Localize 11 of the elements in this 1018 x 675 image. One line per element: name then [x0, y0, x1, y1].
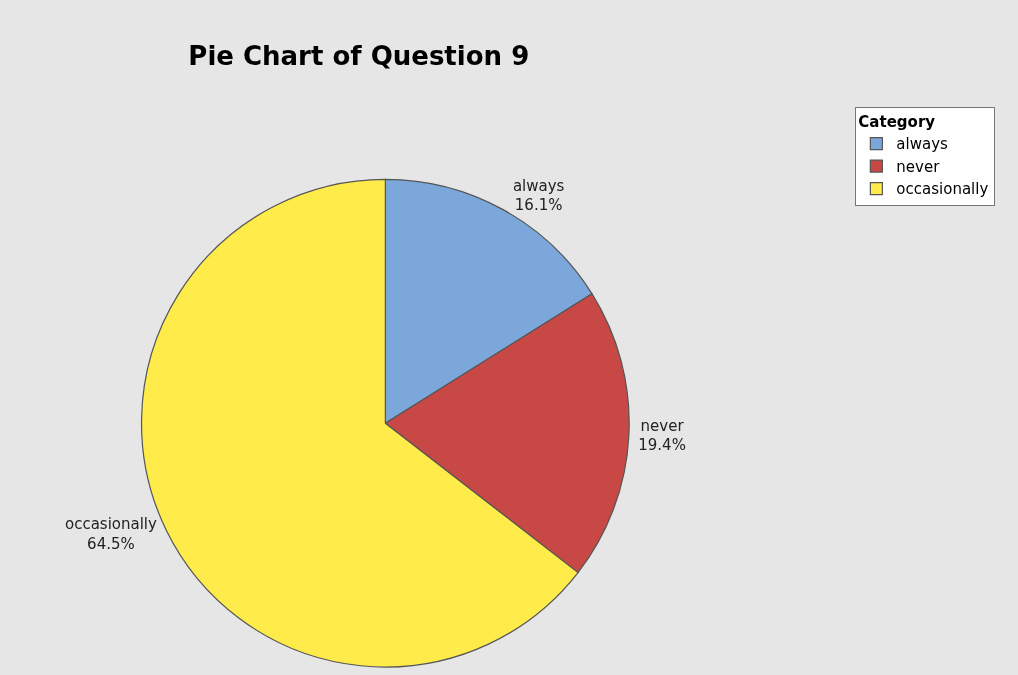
data-label: 64.5%	[87, 534, 135, 553]
legend-title: Category	[858, 113, 936, 132]
legend-label: always	[896, 135, 949, 154]
data-label: 16.1%	[514, 196, 563, 215]
legend-label: never	[896, 157, 941, 176]
legend-label: occasionally	[896, 180, 989, 199]
slice-label: always	[512, 176, 565, 195]
chart-title: Pie Chart of Question 9	[188, 41, 530, 72]
slice-label: occasionally	[64, 515, 158, 534]
data-label: 19.4%	[638, 436, 686, 455]
slice-label: never	[640, 416, 685, 435]
